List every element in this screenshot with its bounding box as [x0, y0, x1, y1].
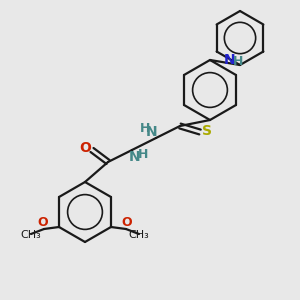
- Text: N: N: [146, 125, 158, 139]
- Text: O: O: [122, 215, 132, 229]
- Text: O: O: [79, 141, 91, 155]
- Text: S: S: [202, 124, 212, 138]
- Text: H: H: [140, 122, 150, 136]
- Text: H: H: [233, 55, 243, 68]
- Text: O: O: [38, 215, 48, 229]
- Text: H: H: [138, 148, 148, 160]
- Text: CH₃: CH₃: [129, 230, 149, 240]
- Text: N: N: [129, 150, 141, 164]
- Text: N: N: [224, 52, 236, 67]
- Text: CH₃: CH₃: [21, 230, 41, 240]
